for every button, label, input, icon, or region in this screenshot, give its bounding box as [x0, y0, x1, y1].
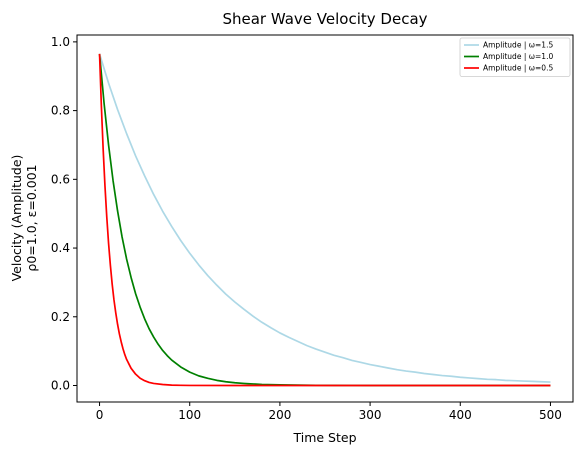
legend: Amplitude | ω=1.5 Amplitude | ω=1.0 Amplit… — [459, 37, 571, 77]
axis-ticks: 0 100 200 300 400 500 0.0 0.2 0.4 0.6 0.8 1.0 — [51, 35, 562, 422]
series-line-3 — [98, 53, 551, 387]
legend-label: Amplitude | ω=0.5 — [483, 64, 553, 73]
x-tick-label: 100 — [178, 408, 201, 422]
chart-title: Shear Wave Velocity Decay — [222, 10, 427, 28]
y-tick-label: 0.4 — [51, 241, 70, 255]
x-tick-label: 0 — [96, 408, 104, 422]
y-axis-label: Velocity (Amplitude) — [9, 155, 24, 282]
x-tick-label: 500 — [539, 408, 562, 422]
y-tick-label: 0.6 — [51, 172, 70, 186]
series-lines — [98, 53, 551, 387]
y-tick-label: 1.0 — [51, 35, 70, 49]
legend-label: Amplitude | ω=1.0 — [483, 52, 553, 61]
x-tick-label: 400 — [449, 408, 472, 422]
legend-label: Amplitude | ω=1.5 — [483, 41, 553, 50]
y-tick-label: 0.8 — [51, 104, 70, 118]
x-tick-label: 300 — [359, 408, 382, 422]
legend-box — [459, 37, 571, 77]
x-tick-label: 200 — [268, 408, 291, 422]
x-axis-label: Time Step — [292, 430, 356, 445]
y-tick-label: 0.0 — [51, 379, 70, 393]
y-tick-label: 0.2 — [51, 310, 70, 324]
series-line-1 — [98, 53, 551, 383]
y-axis-label-line-2: ρ0=1.0, ε=0.001 — [24, 164, 39, 271]
plot-frame — [76, 34, 574, 403]
